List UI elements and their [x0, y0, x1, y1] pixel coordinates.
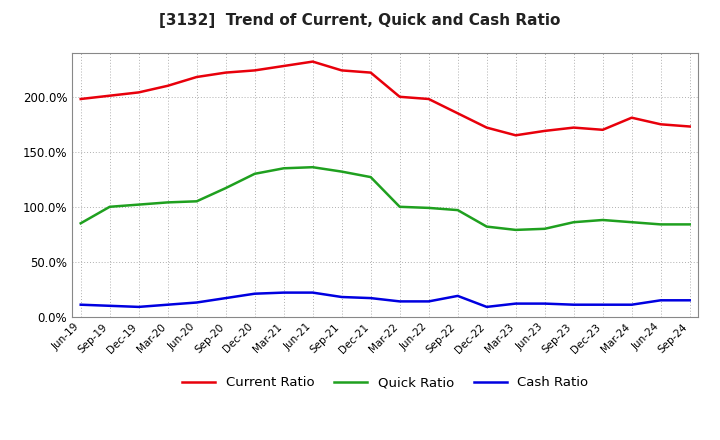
Cash Ratio	[511, 301, 520, 306]
Current Ratio	[627, 115, 636, 120]
Quick Ratio	[424, 205, 433, 210]
Quick Ratio	[221, 186, 230, 191]
Quick Ratio	[308, 165, 317, 170]
Quick Ratio	[251, 171, 259, 176]
Cash Ratio	[541, 301, 549, 306]
Current Ratio	[221, 70, 230, 75]
Current Ratio	[685, 124, 694, 129]
Cash Ratio	[308, 290, 317, 295]
Quick Ratio	[395, 204, 404, 209]
Current Ratio	[76, 96, 85, 102]
Cash Ratio	[395, 299, 404, 304]
Current Ratio	[135, 90, 143, 95]
Current Ratio	[424, 96, 433, 102]
Quick Ratio	[685, 222, 694, 227]
Quick Ratio	[511, 227, 520, 232]
Cash Ratio	[685, 297, 694, 303]
Quick Ratio	[627, 220, 636, 225]
Cash Ratio	[221, 296, 230, 301]
Quick Ratio	[454, 207, 462, 213]
Quick Ratio	[657, 222, 665, 227]
Line: Current Ratio: Current Ratio	[81, 62, 690, 135]
Cash Ratio	[366, 296, 375, 301]
Cash Ratio	[251, 291, 259, 297]
Quick Ratio	[192, 198, 201, 204]
Current Ratio	[251, 68, 259, 73]
Current Ratio	[454, 110, 462, 116]
Cash Ratio	[598, 302, 607, 307]
Quick Ratio	[76, 220, 85, 226]
Current Ratio	[308, 59, 317, 64]
Current Ratio	[338, 68, 346, 73]
Quick Ratio	[279, 165, 288, 171]
Current Ratio	[163, 83, 172, 88]
Quick Ratio	[366, 174, 375, 180]
Cash Ratio	[627, 302, 636, 307]
Current Ratio	[105, 93, 114, 98]
Quick Ratio	[482, 224, 491, 229]
Text: [3132]  Trend of Current, Quick and Cash Ratio: [3132] Trend of Current, Quick and Cash …	[159, 13, 561, 28]
Cash Ratio	[570, 302, 578, 307]
Cash Ratio	[657, 297, 665, 303]
Cash Ratio	[454, 293, 462, 298]
Line: Cash Ratio: Cash Ratio	[81, 293, 690, 307]
Current Ratio	[366, 70, 375, 75]
Cash Ratio	[105, 303, 114, 308]
Quick Ratio	[105, 204, 114, 209]
Current Ratio	[541, 128, 549, 134]
Cash Ratio	[338, 294, 346, 300]
Quick Ratio	[135, 202, 143, 207]
Quick Ratio	[598, 217, 607, 223]
Cash Ratio	[279, 290, 288, 295]
Cash Ratio	[163, 302, 172, 307]
Quick Ratio	[163, 200, 172, 205]
Current Ratio	[657, 121, 665, 127]
Current Ratio	[192, 74, 201, 80]
Current Ratio	[395, 94, 404, 99]
Cash Ratio	[482, 304, 491, 310]
Cash Ratio	[424, 299, 433, 304]
Line: Quick Ratio: Quick Ratio	[81, 167, 690, 230]
Current Ratio	[279, 63, 288, 69]
Current Ratio	[598, 127, 607, 132]
Cash Ratio	[192, 300, 201, 305]
Legend: Current Ratio, Quick Ratio, Cash Ratio: Current Ratio, Quick Ratio, Cash Ratio	[177, 371, 593, 395]
Cash Ratio	[76, 302, 85, 307]
Quick Ratio	[570, 220, 578, 225]
Current Ratio	[511, 132, 520, 138]
Cash Ratio	[135, 304, 143, 310]
Quick Ratio	[541, 226, 549, 231]
Quick Ratio	[338, 169, 346, 174]
Current Ratio	[482, 125, 491, 130]
Current Ratio	[570, 125, 578, 130]
